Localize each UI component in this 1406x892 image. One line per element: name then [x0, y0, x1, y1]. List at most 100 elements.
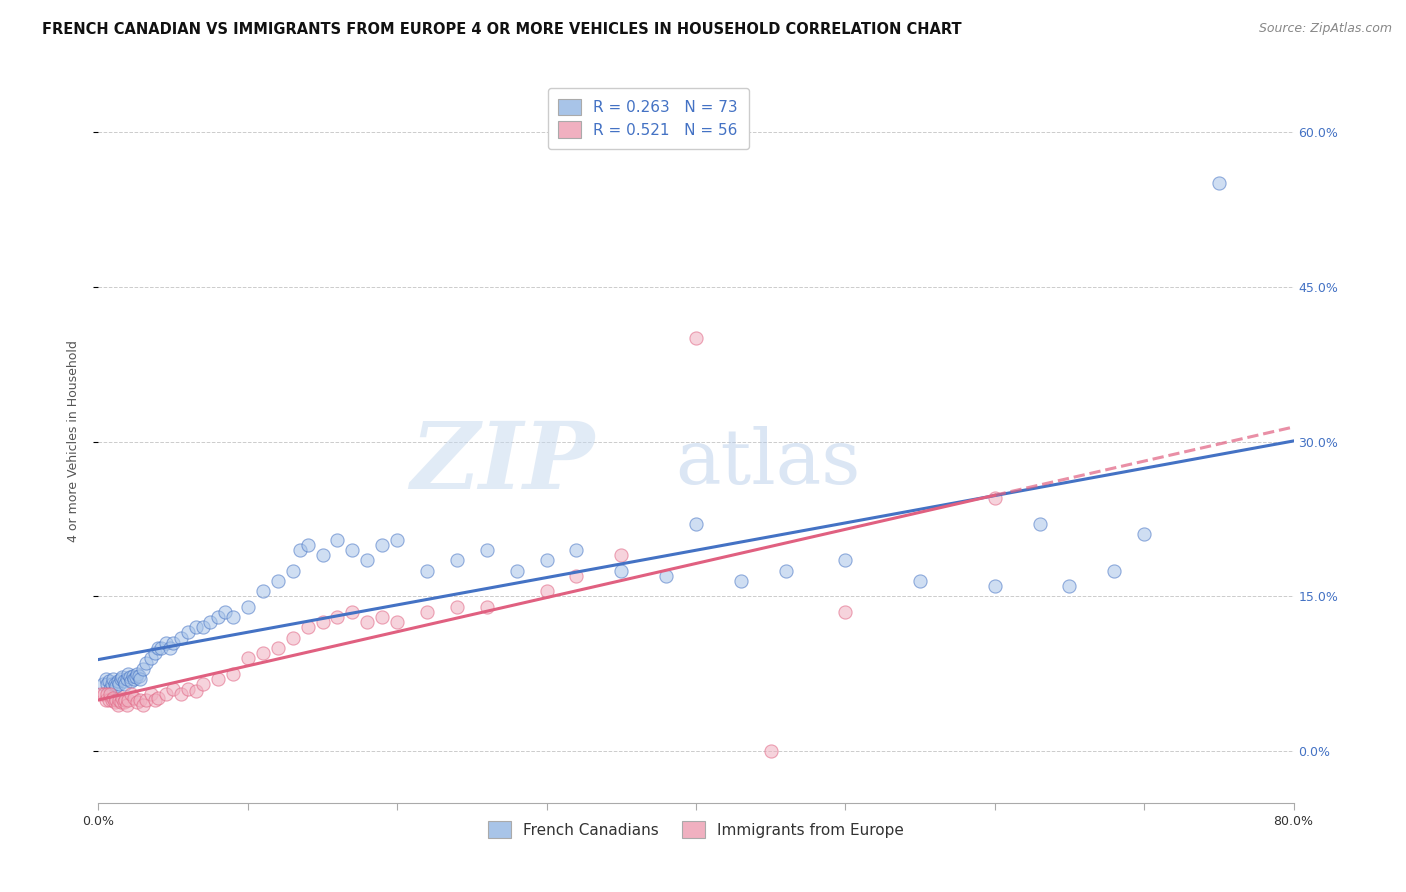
- Point: [908, 574, 931, 588]
- Point: [91, 677, 114, 691]
- Point: [132, 662, 155, 676]
- Point: [129, 692, 152, 706]
- Point: [110, 695, 132, 709]
- Point: [120, 673, 142, 688]
- Point: [281, 564, 304, 578]
- Point: [101, 677, 124, 691]
- Point: [685, 331, 707, 345]
- Point: [207, 610, 229, 624]
- Point: [342, 542, 364, 557]
- Point: [111, 670, 134, 684]
- Point: [371, 538, 394, 552]
- Point: [115, 698, 138, 712]
- Point: [114, 692, 136, 706]
- Point: [93, 687, 115, 701]
- Point: [169, 631, 191, 645]
- Point: [191, 620, 214, 634]
- Point: [103, 690, 125, 705]
- Point: [297, 538, 319, 552]
- Point: [252, 646, 274, 660]
- Point: [159, 640, 181, 655]
- Legend: French Canadians, Immigrants from Europe: French Canadians, Immigrants from Europe: [481, 814, 911, 846]
- Point: [110, 672, 132, 686]
- Point: [730, 574, 752, 588]
- Point: [1208, 177, 1230, 191]
- Point: [143, 692, 166, 706]
- Point: [214, 605, 236, 619]
- Point: [98, 687, 122, 701]
- Point: [112, 673, 135, 688]
- Point: [148, 690, 170, 705]
- Point: [120, 687, 142, 701]
- Point: [107, 673, 129, 688]
- Point: [127, 666, 149, 681]
- Point: [118, 670, 141, 684]
- Point: [834, 553, 856, 567]
- Point: [1028, 517, 1050, 532]
- Point: [297, 620, 319, 634]
- Point: [104, 695, 127, 709]
- Point: [385, 615, 409, 630]
- Point: [759, 744, 782, 758]
- Point: [506, 564, 529, 578]
- Point: [342, 605, 364, 619]
- Point: [97, 673, 120, 688]
- Point: [565, 542, 588, 557]
- Point: [112, 695, 135, 709]
- Point: [129, 672, 152, 686]
- Point: [96, 687, 118, 701]
- Point: [536, 553, 558, 567]
- Point: [107, 698, 129, 712]
- Point: [1133, 527, 1156, 541]
- Point: [177, 682, 200, 697]
- Point: [135, 692, 157, 706]
- Point: [94, 672, 117, 686]
- Point: [117, 666, 139, 681]
- Point: [834, 605, 856, 619]
- Point: [111, 690, 134, 705]
- Point: [311, 615, 333, 630]
- Point: [101, 692, 124, 706]
- Point: [162, 636, 184, 650]
- Point: [1059, 579, 1081, 593]
- Point: [655, 568, 678, 582]
- Point: [125, 670, 148, 684]
- Point: [155, 636, 177, 650]
- Point: [565, 568, 588, 582]
- Point: [108, 692, 131, 706]
- Point: [610, 548, 633, 562]
- Point: [117, 692, 139, 706]
- Point: [98, 682, 122, 697]
- Point: [326, 610, 349, 624]
- Point: [121, 669, 143, 683]
- Point: [115, 672, 138, 686]
- Text: atlas: atlas: [675, 426, 860, 500]
- Point: [207, 672, 229, 686]
- Text: Source: ZipAtlas.com: Source: ZipAtlas.com: [1258, 22, 1392, 36]
- Point: [162, 682, 184, 697]
- Point: [139, 687, 162, 701]
- Text: FRENCH CANADIAN VS IMMIGRANTS FROM EUROPE 4 OR MORE VEHICLES IN HOUSEHOLD CORREL: FRENCH CANADIAN VS IMMIGRANTS FROM EUROP…: [42, 22, 962, 37]
- Point: [94, 692, 117, 706]
- Point: [124, 690, 146, 705]
- Point: [105, 692, 128, 706]
- Point: [311, 548, 333, 562]
- Point: [475, 542, 498, 557]
- Point: [252, 584, 274, 599]
- Point: [236, 651, 259, 665]
- Point: [155, 687, 177, 701]
- Point: [610, 564, 633, 578]
- Point: [184, 620, 207, 634]
- Y-axis label: 4 or more Vehicles in Household: 4 or more Vehicles in Household: [67, 341, 80, 542]
- Point: [356, 615, 378, 630]
- Point: [416, 605, 439, 619]
- Point: [267, 640, 290, 655]
- Point: [104, 677, 127, 691]
- Point: [984, 579, 1007, 593]
- Text: ZIP: ZIP: [411, 418, 595, 508]
- Point: [200, 615, 222, 630]
- Point: [114, 677, 136, 691]
- Point: [288, 542, 311, 557]
- Point: [127, 695, 149, 709]
- Point: [191, 677, 214, 691]
